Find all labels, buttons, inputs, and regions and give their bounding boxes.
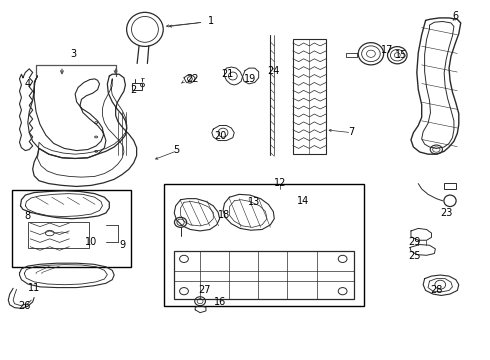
Text: 4: 4: [24, 79, 31, 89]
Text: 13: 13: [247, 197, 260, 207]
Text: 14: 14: [297, 196, 310, 206]
Text: 22: 22: [186, 74, 198, 84]
Text: 9: 9: [119, 239, 125, 249]
Text: 3: 3: [70, 49, 76, 59]
Text: 19: 19: [244, 74, 256, 84]
Text: 17: 17: [381, 45, 394, 55]
Text: 24: 24: [267, 66, 279, 76]
Text: 23: 23: [440, 208, 452, 218]
Text: 28: 28: [430, 285, 442, 296]
Text: 21: 21: [222, 69, 234, 79]
Text: 5: 5: [173, 144, 180, 154]
Bar: [28, 222, 89, 248]
Bar: [165, 184, 364, 306]
Text: 18: 18: [219, 210, 231, 220]
Text: 2: 2: [131, 85, 137, 95]
Text: 6: 6: [453, 11, 459, 21]
Text: 29: 29: [409, 237, 421, 247]
Text: 25: 25: [409, 251, 421, 261]
Text: 16: 16: [214, 297, 226, 307]
Bar: [174, 251, 354, 300]
Text: 12: 12: [274, 178, 286, 188]
Text: 26: 26: [18, 301, 30, 311]
Text: 20: 20: [215, 131, 227, 141]
Bar: [444, 183, 456, 189]
Text: 27: 27: [199, 285, 211, 296]
Text: 1: 1: [208, 17, 214, 27]
Text: 7: 7: [348, 127, 355, 136]
Text: 8: 8: [24, 211, 31, 221]
Text: 10: 10: [85, 237, 98, 247]
Bar: [293, 40, 326, 154]
Bar: [12, 190, 131, 267]
Bar: [132, 83, 142, 90]
Text: 15: 15: [395, 50, 407, 60]
Text: 11: 11: [28, 283, 40, 293]
